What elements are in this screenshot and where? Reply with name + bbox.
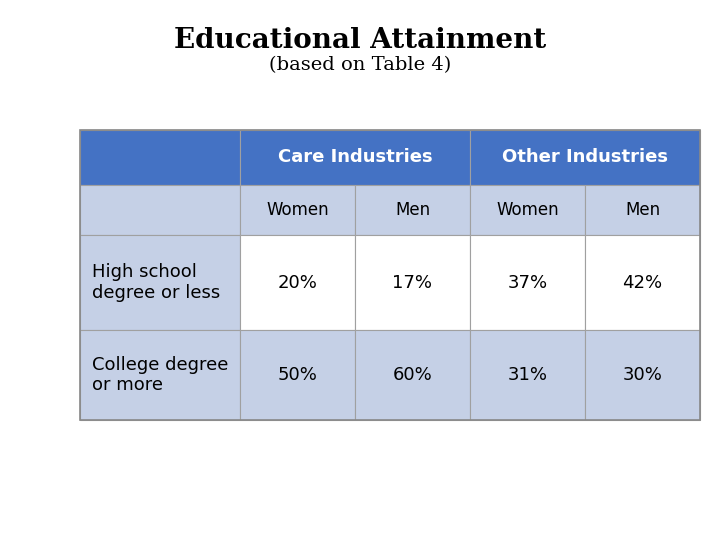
Bar [585, 185, 700, 235]
Text: (based on Table 4): (based on Table 4) [269, 56, 451, 74]
Bar [585, 330, 700, 420]
Bar [80, 235, 240, 330]
Bar [240, 130, 470, 185]
Bar [80, 330, 240, 420]
Bar [240, 235, 355, 330]
Text: Other Industries: Other Industries [502, 148, 668, 166]
Text: 42%: 42% [622, 273, 662, 292]
Text: Men: Men [395, 201, 430, 219]
Text: High school
degree or less: High school degree or less [92, 263, 220, 302]
Bar [80, 130, 240, 185]
Text: College degree
or more: College degree or more [92, 356, 228, 394]
Bar [470, 130, 700, 185]
Text: Care Industries: Care Industries [278, 148, 432, 166]
Text: 17%: 17% [392, 273, 433, 292]
Text: Men: Men [625, 201, 660, 219]
Bar [585, 235, 700, 330]
Bar [470, 235, 585, 330]
Text: Women: Women [496, 201, 559, 219]
Bar [470, 185, 585, 235]
Text: 20%: 20% [278, 273, 318, 292]
Text: Women: Women [266, 201, 329, 219]
Bar [470, 330, 585, 420]
Text: 31%: 31% [508, 366, 547, 384]
Bar [240, 185, 355, 235]
Text: 37%: 37% [508, 273, 548, 292]
Bar [80, 130, 700, 420]
Text: 50%: 50% [278, 366, 318, 384]
Text: 60%: 60% [392, 366, 433, 384]
Text: 30%: 30% [623, 366, 662, 384]
Bar [355, 235, 470, 330]
Bar [240, 330, 355, 420]
Bar [355, 330, 470, 420]
Bar [355, 185, 470, 235]
Text: Educational Attainment: Educational Attainment [174, 26, 546, 53]
Bar [80, 185, 240, 235]
